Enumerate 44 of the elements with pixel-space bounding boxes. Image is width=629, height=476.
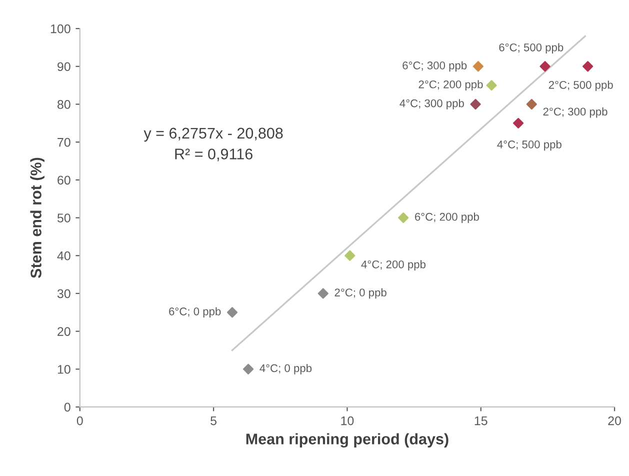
x-tick-label: 0 [76, 416, 83, 426]
y-tick-label: 90 [58, 62, 70, 72]
x-tick-label: 5 [210, 416, 216, 426]
point [512, 118, 524, 128]
point [540, 61, 550, 72]
point [398, 212, 409, 224]
point [344, 250, 356, 261]
point [472, 61, 484, 72]
y-tick-label: 70 [58, 138, 70, 147]
annotation: 6°C; 500 ppb [499, 43, 564, 54]
x-axis-title: Mean ripening period (days) [246, 433, 448, 448]
point [526, 98, 537, 110]
y-tick-label: 0 [64, 402, 70, 412]
y-axis-title: Stem end rot (%) [30, 158, 44, 278]
point [242, 364, 254, 374]
y-tick-label: 50 [57, 214, 70, 222]
point [486, 80, 497, 91]
y-tick-label: 10 [58, 364, 70, 374]
annotation: 2°C; 0 ppb [334, 288, 386, 299]
annotation: 6°C; 200 ppb [415, 212, 479, 223]
annotation: 4°C; 300 ppb [400, 99, 464, 110]
y-tick-label: 30 [57, 289, 70, 298]
annotation: 4°C; 200 ppb [361, 260, 426, 271]
point [318, 288, 328, 299]
point [582, 61, 594, 72]
annotation: 4°C; 500 ppb [497, 140, 562, 151]
y-tick-label: 100 [50, 24, 70, 34]
annotation: 2°C; 500 ppb [548, 80, 613, 92]
y-tick-label: 60 [58, 176, 70, 185]
point [470, 98, 481, 110]
annotation: 6°C; 300 ppb [402, 61, 467, 72]
y-tick-label: 40 [57, 251, 70, 260]
y-tick-label: 20 [58, 327, 70, 336]
annotation: 4°C; 0 ppb [260, 364, 312, 374]
x-tick-label: 20 [608, 416, 621, 426]
x-tick-label: 15 [474, 416, 488, 426]
x-tick-label: 10 [341, 416, 354, 426]
annotation: R² = 0,9116 [175, 148, 252, 162]
annotation: 2°C; 200 ppb [418, 80, 483, 90]
annotation: y = 6,2757x - 20,808 [144, 128, 283, 142]
annotation: 6°C; 0 ppb [169, 307, 221, 318]
point [226, 307, 238, 318]
annotation: 2°C; 300 ppb [543, 107, 608, 118]
y-tick-label: 80 [57, 100, 70, 109]
